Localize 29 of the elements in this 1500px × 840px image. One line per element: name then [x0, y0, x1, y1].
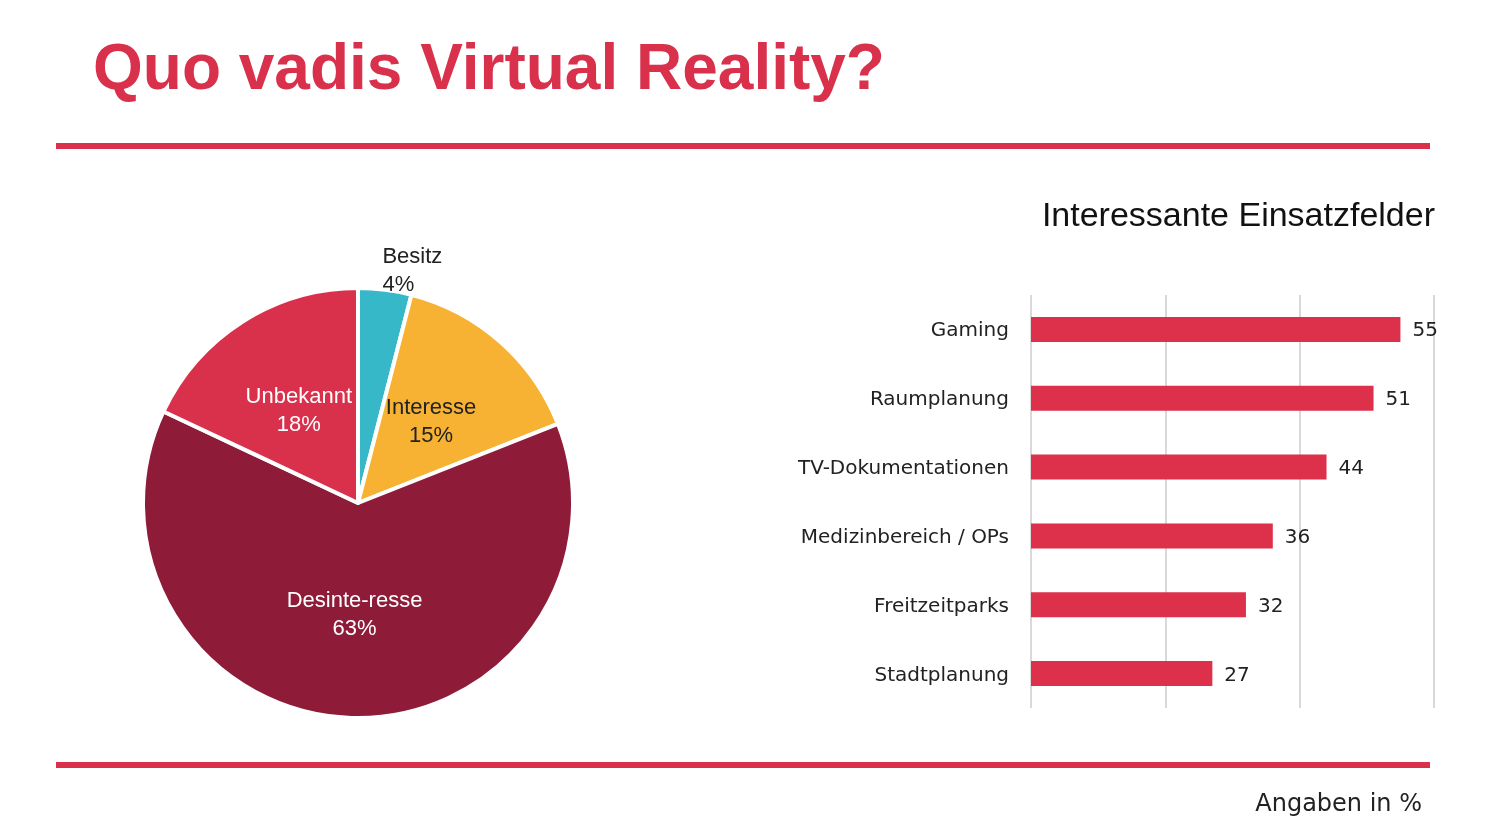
y-tick-label: Stadtplanung [874, 661, 1009, 686]
y-tick-label: TV-Dokumentationen [796, 455, 1009, 480]
data-label: 55 [1412, 317, 1438, 342]
bar [1031, 523, 1273, 549]
y-tick-label: Gaming [930, 317, 1009, 342]
bar [1031, 592, 1246, 618]
bar [1031, 385, 1374, 411]
data-label: 63% [332, 614, 377, 640]
data-label: 15% [409, 421, 454, 447]
chart-title: Quo vadis Virtual Reality? [93, 31, 885, 103]
data-label: 51 [1385, 386, 1411, 411]
bar [1031, 661, 1213, 687]
text: Angaben in % [1255, 789, 1423, 817]
y-tick-label: Medizinbereich / OPs [800, 523, 1009, 548]
slice-label: Desinte-resse [286, 586, 423, 612]
data-label: 36 [1284, 523, 1311, 548]
data-label: 4% [382, 271, 415, 297]
bar [1031, 316, 1401, 342]
data-label: 32 [1257, 592, 1284, 617]
chart-title: Interessante Einsatzfelder [1041, 195, 1435, 233]
y-tick-label: Freitzeitparks [874, 592, 1009, 617]
bar [1031, 454, 1327, 480]
y-tick-label: Raumplanung [869, 386, 1009, 411]
slice-label: Besitz [382, 243, 443, 269]
data-label: 27 [1224, 661, 1250, 686]
data-label: 44 [1338, 455, 1364, 480]
slice-label: Interesse [385, 393, 477, 419]
slice-label: Unbekannt [245, 383, 352, 409]
data-label: 18% [276, 411, 321, 437]
